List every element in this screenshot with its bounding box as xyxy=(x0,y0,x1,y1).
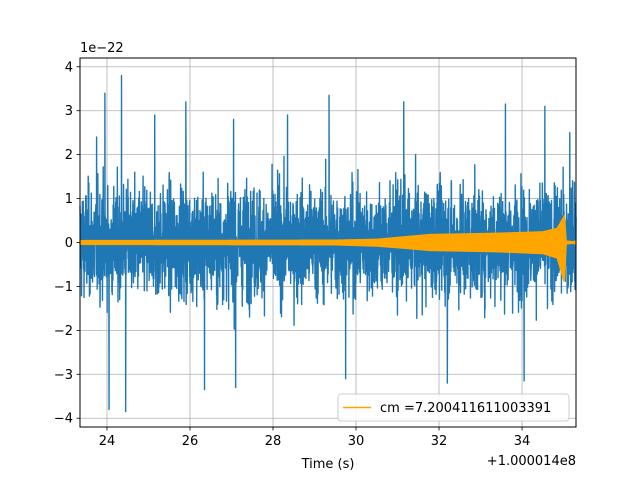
legend-box xyxy=(337,393,570,422)
x-axis-label: Time (s) xyxy=(301,457,355,472)
x-tick-label: 34 xyxy=(514,434,531,449)
y-tick-label: 1 xyxy=(65,192,73,207)
y-scale-label: 1e−22 xyxy=(80,41,124,56)
x-axis-ticks: 24 26 28 30 32 34 xyxy=(99,427,531,449)
template-upper-envelope xyxy=(80,214,577,243)
y-tick-label: −3 xyxy=(54,368,73,383)
x-tick-label: 24 xyxy=(99,434,116,449)
y-tick-label: −1 xyxy=(54,280,73,295)
y-tick-label: 4 xyxy=(65,60,73,75)
x-tick-label: 28 xyxy=(265,434,282,449)
y-tick-label: 3 xyxy=(65,104,73,119)
y-tick-label: −4 xyxy=(54,412,73,427)
x-tick-label: 32 xyxy=(431,434,448,449)
y-tick-label: 0 xyxy=(65,236,73,251)
legend: cm =7.200411611003391 xyxy=(337,393,570,422)
legend-label: cm =7.200411611003391 xyxy=(380,401,551,416)
y-axis-ticks: −4 −3 −2 −1 0 1 2 3 4 xyxy=(54,60,80,427)
y-tick-label: −2 xyxy=(54,324,73,339)
template-lower-envelope xyxy=(80,242,577,282)
x-tick-label: 26 xyxy=(182,434,199,449)
y-tick-label: 2 xyxy=(65,148,73,163)
x-tick-label: 30 xyxy=(348,434,365,449)
x-offset-label: +1.000014e8 xyxy=(487,454,576,469)
template-series xyxy=(79,214,577,282)
